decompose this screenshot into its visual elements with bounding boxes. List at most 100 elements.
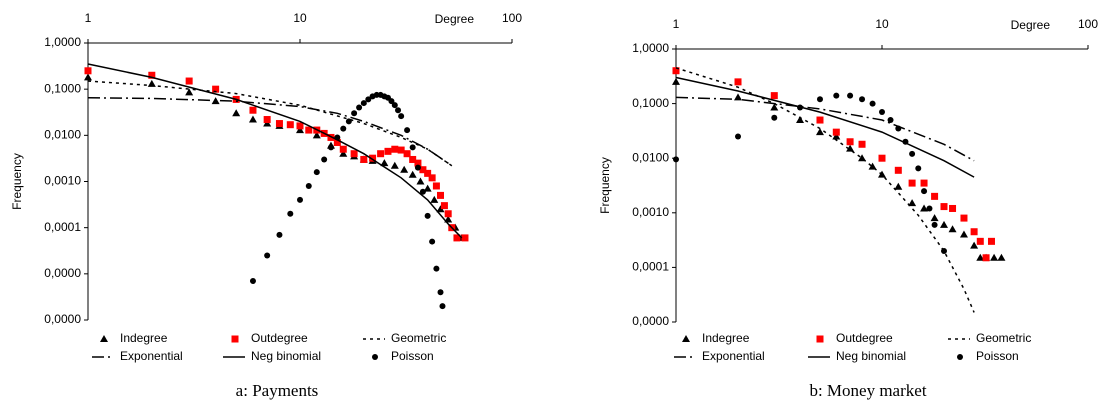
x-axis-label: Degree [1011, 18, 1051, 32]
triangle-point [770, 103, 779, 111]
square-point [377, 150, 385, 158]
triangle-point [948, 225, 957, 233]
circle-point [439, 303, 446, 310]
series-line [675, 76, 975, 178]
triangle-point [390, 161, 399, 169]
triangle-point [408, 170, 417, 178]
square-point [982, 254, 990, 262]
triangle-point [908, 199, 917, 207]
chart: 1 10 100 1,0000 0,1000 0,0100 0,0010 0,0001 0,00… [598, 17, 1098, 400]
square-point [894, 166, 902, 174]
y-tick-label: 0,0100 [632, 150, 669, 164]
circle-point [313, 169, 320, 176]
circle-point [321, 156, 328, 163]
circle-point [879, 109, 885, 116]
square-point [440, 202, 448, 210]
square-point [249, 106, 257, 114]
triangle-point [970, 241, 979, 249]
circle-point [931, 221, 938, 228]
circle-point [356, 104, 363, 111]
triangle-point [990, 253, 999, 261]
circle-point [816, 96, 823, 103]
y-tick-label: 0,0010 [44, 174, 81, 188]
square-point [148, 71, 156, 79]
square-point [339, 145, 347, 153]
square-point [286, 121, 294, 129]
square-point [263, 116, 271, 124]
square-point [419, 166, 427, 174]
circle-point [395, 107, 402, 114]
square-point [384, 147, 392, 155]
triangle-point [940, 220, 949, 228]
circle-point [388, 98, 395, 105]
circle-point [276, 231, 283, 238]
circle-point [391, 102, 398, 109]
square-point [931, 192, 939, 200]
triangle-point [894, 182, 903, 190]
triangle-point [423, 184, 432, 192]
legend-label: Exponential [120, 349, 183, 363]
circle-point [372, 354, 378, 360]
circle-point [351, 110, 358, 117]
legend-label: Geometric [976, 331, 1031, 345]
triangle-point [430, 195, 439, 203]
square-point [350, 150, 358, 158]
triangle-point [930, 214, 939, 222]
circle-point [735, 133, 742, 140]
triangle-point [436, 205, 445, 213]
square-point [231, 335, 239, 343]
x-tick-label: 1 [85, 11, 92, 25]
square-point [275, 120, 283, 128]
circle-point [797, 104, 804, 111]
y-tick-label: 0,0100 [44, 128, 81, 142]
triangle-point [296, 126, 304, 134]
triangle-point [734, 93, 743, 101]
series-line [87, 80, 453, 167]
circle-point [921, 188, 928, 195]
square-point [212, 85, 220, 93]
x-tick-label: 10 [875, 17, 889, 31]
square-point [816, 116, 824, 124]
y-tick-label: 1,0000 [632, 41, 669, 55]
circle-point [869, 100, 876, 107]
square-point [970, 228, 978, 236]
circle-point [957, 354, 963, 360]
square-point [846, 138, 854, 146]
circle-point [264, 252, 271, 259]
triangle-point [416, 177, 425, 185]
circle-point [297, 196, 303, 203]
square-point [908, 179, 916, 187]
square-point [832, 128, 840, 136]
x-tick-label: 1 [673, 17, 680, 31]
y-axis-label: Frequency [598, 157, 612, 214]
series-line [675, 96, 975, 162]
square-point [960, 214, 968, 222]
triangle-point [682, 335, 690, 342]
y-axis-label: Frequency [10, 153, 24, 210]
y-tick-label: 1,0000 [44, 35, 81, 49]
square-point [461, 234, 469, 242]
y-tick-label: 0,0000 [632, 314, 669, 328]
circle-point [847, 92, 854, 99]
legend-label: Geometric [391, 331, 446, 345]
square-point [414, 159, 422, 167]
square-point [369, 154, 377, 162]
y-tick-label: 0,1000 [632, 96, 669, 110]
circle-point [833, 92, 840, 99]
series-line [675, 67, 975, 313]
legend-label: Neg binomial [251, 349, 321, 363]
circle-point [360, 100, 367, 107]
circle-point [433, 265, 440, 272]
y-tick-label: 0,1000 [44, 81, 81, 95]
triangle-point [400, 165, 409, 173]
series-line [87, 97, 453, 167]
triangle-point [248, 115, 257, 123]
triangle-point [339, 149, 348, 157]
circle-point [334, 134, 341, 141]
circle-point [437, 289, 444, 296]
circle-point [673, 156, 679, 163]
caption: b: Money market [809, 381, 926, 400]
legend-label: Indegree [120, 331, 168, 345]
